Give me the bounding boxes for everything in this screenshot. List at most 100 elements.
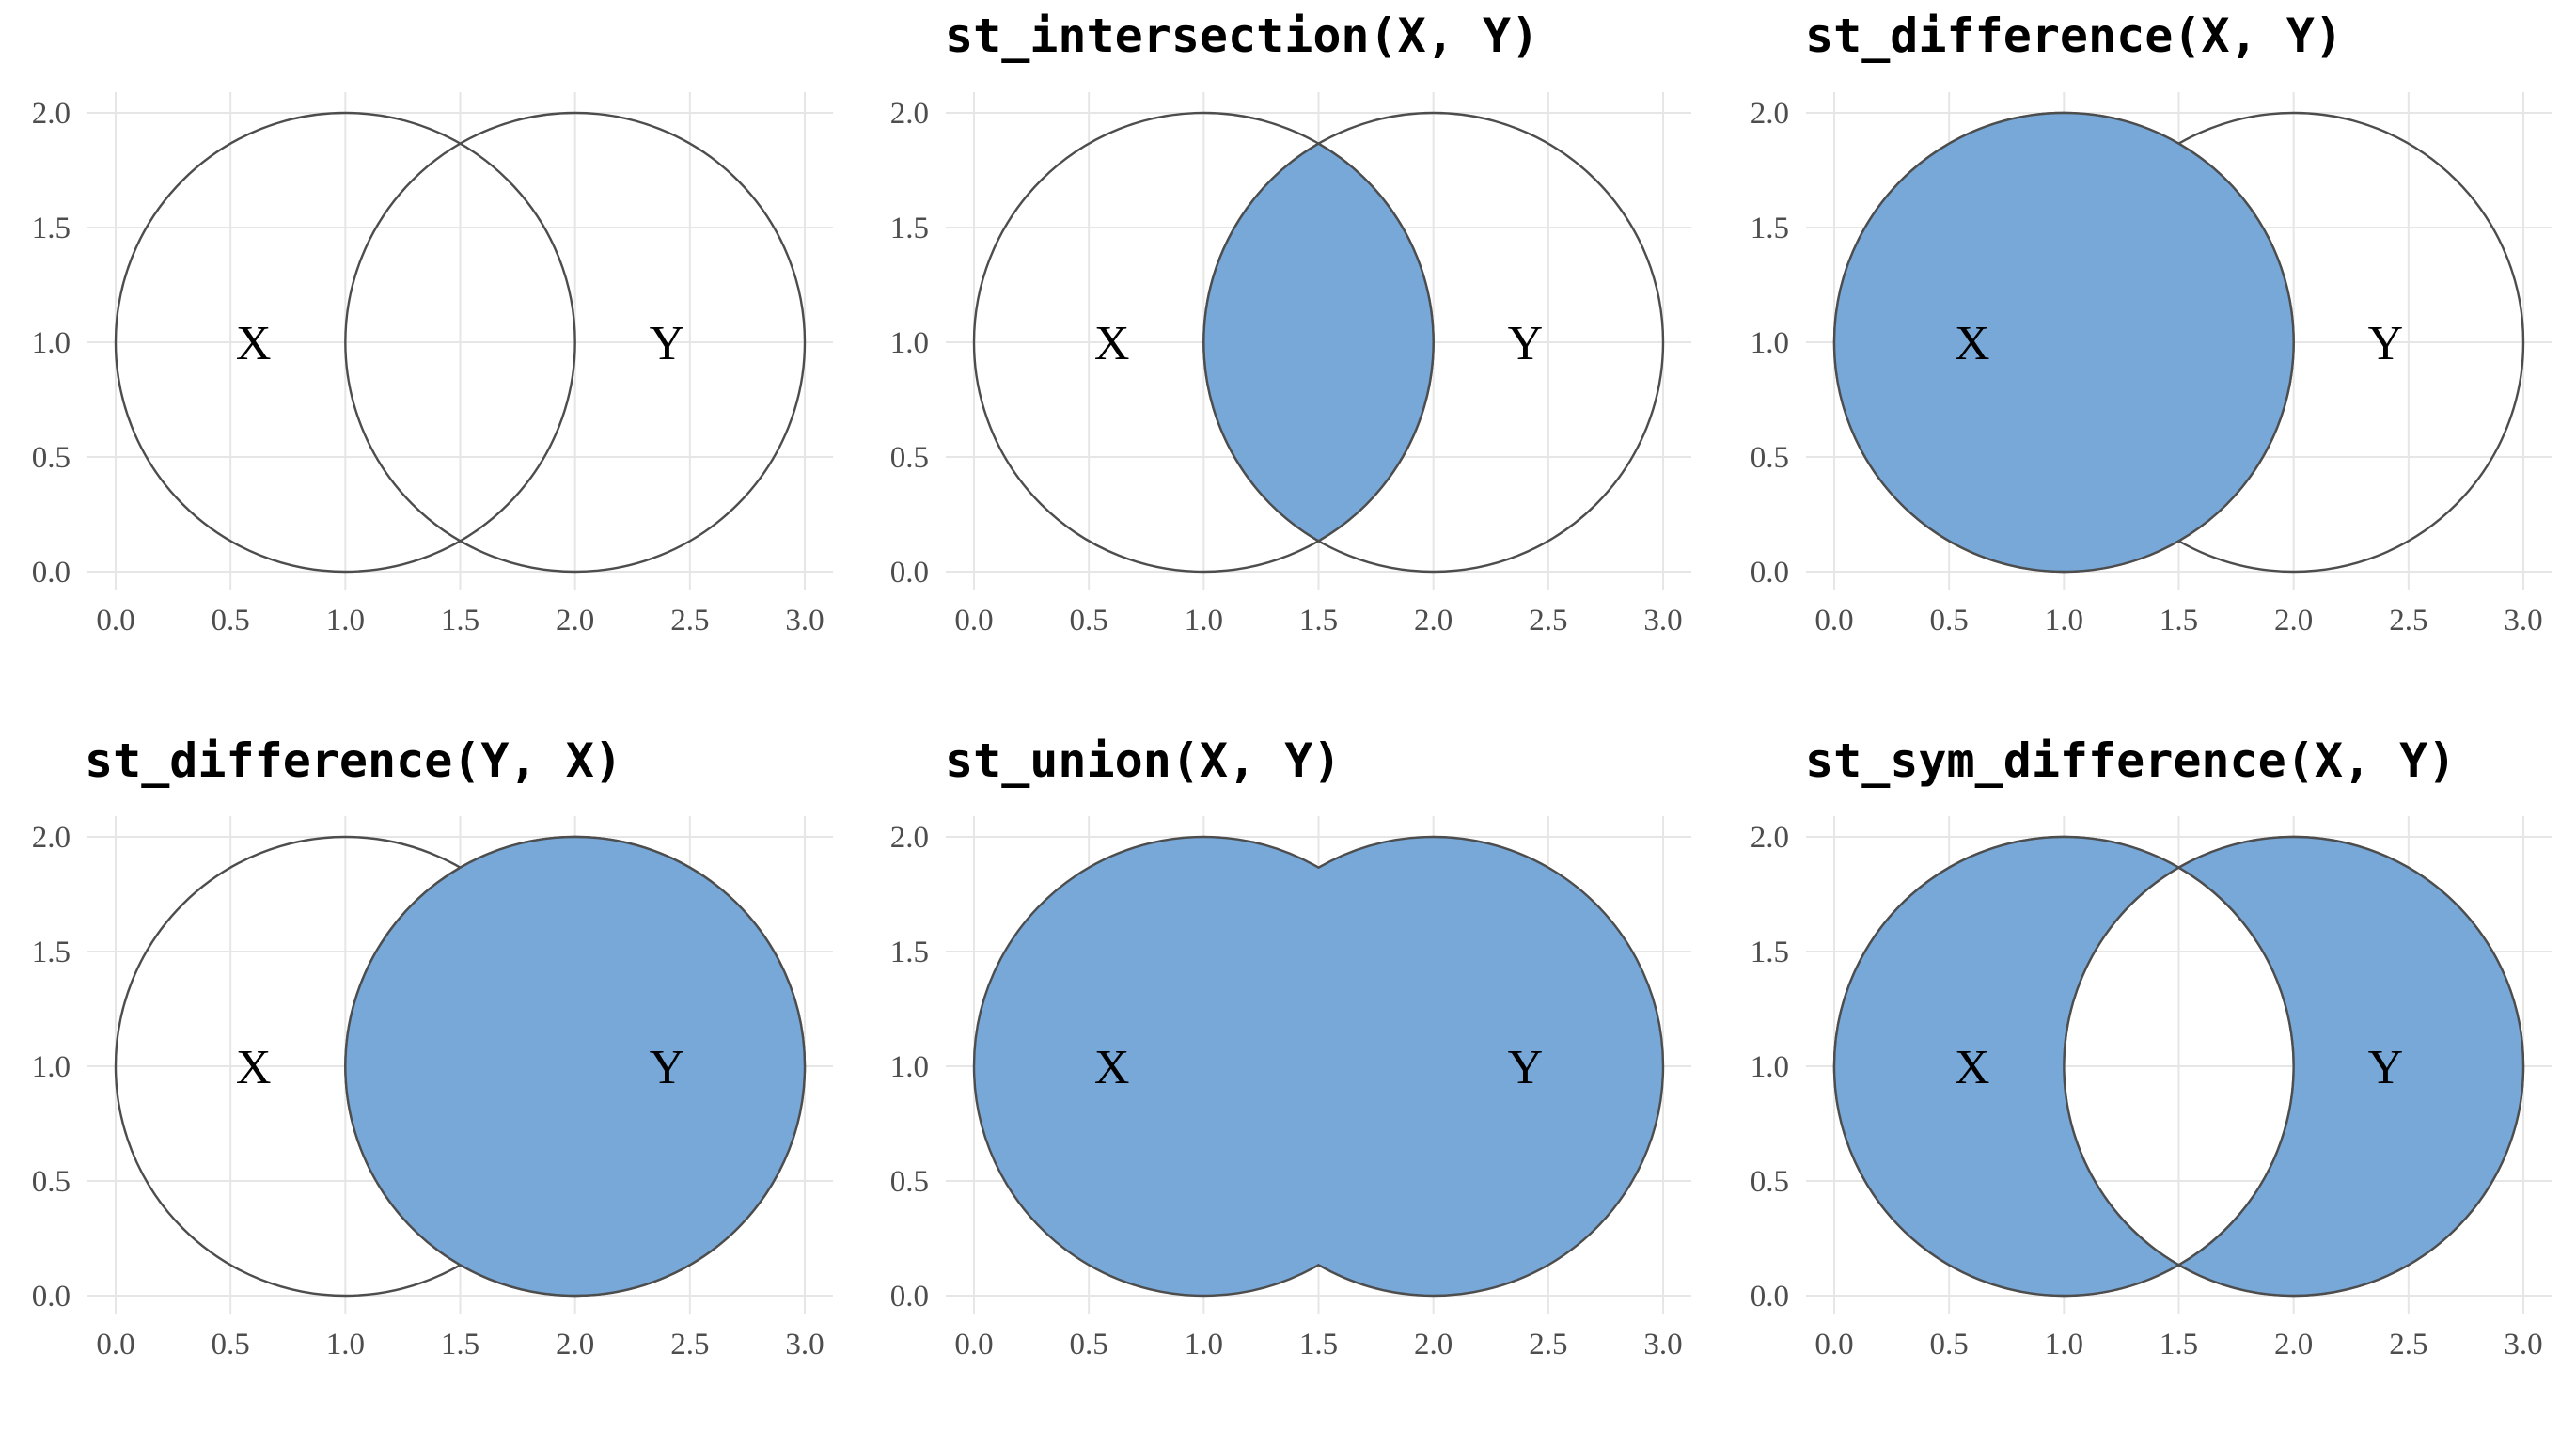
panel-intersection: st_intersection(X, Y) 0.0 0.5 1.0 1.5 2.0 2.5… [890, 8, 1691, 637]
x-tick-label: 0.5 [212, 1328, 250, 1361]
panel-difference-yx: st_difference(Y, X) 0.0 0.5 1.0 1.5 2.0 2.5 3.… [32, 733, 833, 1361]
y-tick-label: 0.0 [890, 1280, 929, 1314]
panel-title: st_difference(Y, X) [85, 733, 622, 788]
circle-label-x: X [236, 1041, 272, 1094]
y-tick-label: 2.0 [890, 821, 929, 855]
panel-title: st_sym_difference(X, Y) [1805, 733, 2456, 788]
x-tick-label: 1.5 [2160, 1328, 2198, 1361]
x-tick-label: 1.0 [2045, 1328, 2083, 1361]
circle-label-y: Y [650, 1041, 685, 1094]
y-tick-label: 0.5 [32, 441, 71, 475]
x-tick-label: 2.0 [2274, 1328, 2313, 1361]
circle-label-x: X [1094, 317, 1130, 370]
y-tick-label: 0.0 [1751, 1280, 1789, 1314]
x-tick-label: 2.0 [2274, 604, 2313, 637]
circle-label-y: Y [1508, 1041, 1544, 1094]
gridlines [87, 92, 833, 590]
x-tick-label: 3.0 [1643, 604, 1682, 637]
circle-label-y: Y [1508, 317, 1544, 370]
circle-x [114, 111, 576, 574]
y-tick-label: 0.5 [890, 1165, 929, 1199]
x-tick-label: 3.0 [2504, 1328, 2542, 1361]
circle-label-y: Y [650, 317, 685, 370]
x-tick-label: 0.5 [1930, 1328, 1969, 1361]
circle-y [344, 111, 807, 574]
y-tick-label: 1.0 [1751, 326, 1789, 360]
y-tick-label: 2.0 [32, 97, 71, 131]
y-tick-label: 0.0 [32, 556, 71, 590]
result-region [1202, 142, 1435, 543]
y-tick-label: 1.5 [32, 936, 71, 969]
y-tick-label: 2.0 [890, 97, 929, 131]
panel-union: st_union(X, Y) 0.0 0.5 1.0 1.5 2.0 2.5 3.0 0.0 0… [890, 733, 1691, 1361]
panel-sym-difference: st_sym_difference(X, Y) 0.0 0.5 1.0 1.5 2.0 2… [1751, 733, 2552, 1361]
x-tick-label: 0.5 [212, 604, 250, 637]
x-tick-label: 1.0 [326, 604, 365, 637]
x-tick-label: 3.0 [2504, 604, 2542, 637]
y-tick-label: 1.5 [1751, 212, 1789, 245]
x-tick-label: 1.5 [441, 1328, 479, 1361]
x-tick-label: 0.5 [1930, 604, 1969, 637]
x-tick-label: 1.5 [441, 604, 479, 637]
x-tick-label: 1.0 [1185, 604, 1223, 637]
x-tick-label: 2.0 [556, 604, 594, 637]
x-tick-label: 0.0 [96, 1328, 134, 1361]
x-tick-label: 1.0 [1185, 1328, 1223, 1361]
y-tick-label: 0.0 [1751, 556, 1789, 590]
x-tick-label: 2.5 [670, 1328, 709, 1361]
x-tick-label: 0.5 [1070, 1328, 1108, 1361]
y-tick-label: 0.5 [1751, 441, 1789, 475]
x-tick-label: 2.5 [1529, 1328, 1567, 1361]
y-tick-label: 0.0 [890, 556, 929, 590]
result-region [1832, 111, 2295, 574]
y-tick-label: 2.0 [1751, 821, 1789, 855]
result-region [972, 835, 1665, 1298]
circle-label-x: X [1955, 1041, 1990, 1094]
x-tick-label: 0.0 [954, 604, 993, 637]
x-tick-label: 1.0 [326, 1328, 365, 1361]
y-tick-label: 1.0 [1751, 1050, 1789, 1084]
result-region [1832, 835, 2525, 1298]
result-region [344, 835, 807, 1298]
x-tick-label: 2.5 [670, 604, 709, 637]
circle-label-x: X [236, 317, 272, 370]
circle-label-x: X [1094, 1041, 1130, 1094]
y-tick-label: 1.5 [32, 212, 71, 245]
y-tick-label: 2.0 [32, 821, 71, 855]
y-tick-label: 0.5 [1751, 1165, 1789, 1199]
x-tick-label: 3.0 [785, 1328, 824, 1361]
y-tick-label: 0.5 [32, 1165, 71, 1199]
x-tick-label: 1.5 [1299, 1328, 1338, 1361]
panel-plain-circles: 0.0 0.5 1.0 1.5 2.0 2.5 3.0 0.0 0.5 1.0 1.5 2.0 X Y [32, 92, 833, 637]
x-tick-label: 0.0 [96, 604, 134, 637]
x-tick-label: 3.0 [785, 604, 824, 637]
y-tick-label: 1.5 [890, 212, 929, 245]
x-tick-label: 2.0 [1414, 1328, 1453, 1361]
x-tick-label: 0.5 [1070, 604, 1108, 637]
y-tick-label: 1.0 [32, 326, 71, 360]
x-tick-label: 2.5 [1529, 604, 1567, 637]
y-tick-label: 1.0 [890, 1050, 929, 1084]
circle-label-y: Y [2368, 1041, 2404, 1094]
y-tick-label: 1.5 [890, 936, 929, 969]
x-tick-label: 0.0 [1814, 1328, 1853, 1361]
panel-difference-xy: st_difference(X, Y) 0.0 0.5 1.0 1.5 2.0 2.5 3.… [1751, 8, 2552, 637]
x-tick-label: 1.5 [2160, 604, 2198, 637]
x-tick-label: 1.0 [2045, 604, 2083, 637]
y-tick-label: 2.0 [1751, 97, 1789, 131]
y-tick-label: 1.5 [1751, 936, 1789, 969]
x-tick-label: 0.0 [1814, 604, 1853, 637]
y-tick-label: 1.0 [890, 326, 929, 360]
x-tick-label: 2.5 [2389, 1328, 2427, 1361]
circle-label-y: Y [2368, 317, 2404, 370]
x-tick-label: 2.0 [556, 1328, 594, 1361]
y-tick-label: 0.5 [890, 441, 929, 475]
panel-title: st_difference(X, Y) [1805, 8, 2343, 63]
y-tick-label: 0.0 [32, 1280, 71, 1314]
x-tick-label: 2.5 [2389, 604, 2427, 637]
y-tick-label: 1.0 [32, 1050, 71, 1084]
circle-label-x: X [1955, 317, 1990, 370]
x-tick-label: 1.5 [1299, 604, 1338, 637]
x-tick-label: 0.0 [954, 1328, 993, 1361]
